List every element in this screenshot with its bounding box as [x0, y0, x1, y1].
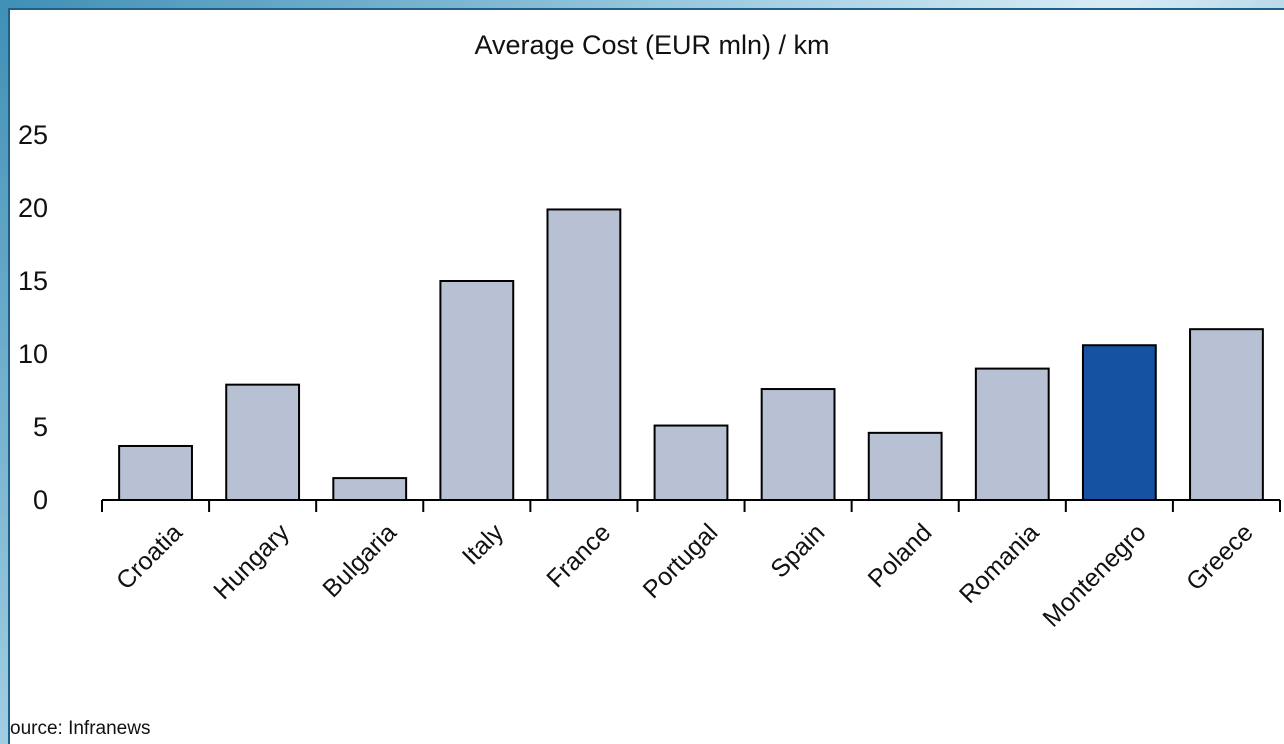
- x-category-label: Greece: [1181, 518, 1259, 596]
- chart-title: Average Cost (EUR mln) / km: [474, 30, 829, 60]
- y-tick-label: 15: [18, 266, 48, 296]
- x-category-label: Romania: [954, 518, 1045, 609]
- bar-portugal: [653, 424, 729, 502]
- bars-group: [118, 208, 1264, 502]
- y-tick-label: 25: [18, 120, 48, 150]
- bar-spain: [760, 388, 836, 502]
- bar-hungary: [225, 383, 301, 501]
- y-tick-label: 0: [33, 485, 48, 515]
- bar-poland: [867, 431, 943, 501]
- x-axis: Croatia Hungary Bulgaria Italy France Portuga…: [101, 499, 1281, 633]
- bar-greece: [1189, 328, 1264, 501]
- y-axis: 0 5 10 15 20 25: [18, 120, 48, 515]
- x-category-label: Italy: [457, 518, 510, 571]
- y-tick-label: 10: [18, 339, 48, 369]
- x-category-label: Montenegro: [1037, 518, 1151, 632]
- y-tick-label: 20: [18, 193, 48, 223]
- chart-panel: Average Cost (EUR mln) / km 0 5 10 15 20 25 C…: [8, 8, 1284, 744]
- x-category-label: Poland: [863, 518, 938, 593]
- x-category-label: Hungary: [208, 518, 295, 605]
- bar-italy: [439, 280, 515, 501]
- x-category-label: Bulgaria: [317, 518, 402, 603]
- y-tick-label: 5: [33, 412, 48, 442]
- bar-france: [546, 208, 622, 502]
- source-note: ource: Infranews: [10, 718, 151, 739]
- bar-croatia: [118, 444, 193, 502]
- x-category-label: Croatia: [111, 518, 188, 595]
- x-category-label: Portugal: [638, 518, 724, 604]
- bar-montenegro: [1081, 344, 1157, 501]
- bar-chart: Average Cost (EUR mln) / km 0 5 10 15 20 25 C…: [18, 30, 1281, 633]
- bar-bulgaria: [332, 477, 408, 502]
- bar-romania: [974, 367, 1050, 501]
- x-category-label: France: [541, 518, 616, 593]
- x-category-label: Spain: [765, 518, 830, 583]
